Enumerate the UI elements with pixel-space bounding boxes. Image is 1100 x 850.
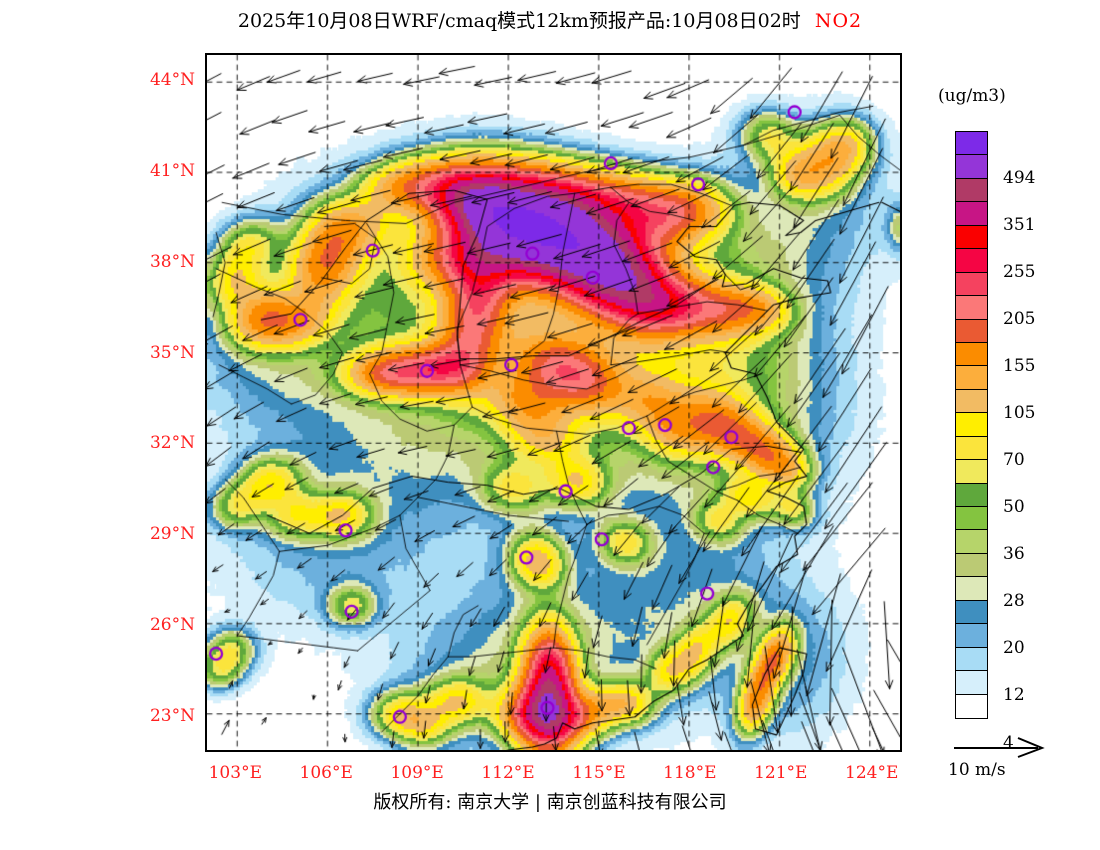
x-axis-tick-label: 121°E	[754, 763, 808, 783]
colorbar-block	[956, 694, 987, 718]
colorbar-block	[956, 460, 987, 484]
colorbar-tick-label: 20	[1003, 638, 1025, 659]
colorbar-block	[956, 389, 987, 414]
colorbar-block	[956, 507, 987, 531]
copyright-footer: 版权所有: 南京大学 | 南京创蓝科技有限公司	[373, 792, 727, 813]
x-axis-tick-mark	[783, 750, 785, 752]
colorbar[interactable]	[955, 131, 988, 719]
x-axis-tick-label: 112°E	[481, 763, 535, 783]
colorbar-tick-label: 50	[1003, 497, 1025, 518]
colorbar-block	[956, 647, 987, 672]
colorbar-block	[956, 436, 987, 461]
colorbar-tick-label: 105	[1003, 403, 1036, 424]
x-axis-tick-label: 124°E	[845, 763, 899, 783]
y-axis-tick-label: 41°N	[149, 161, 195, 181]
x-axis-tick-mark	[601, 750, 603, 752]
y-axis-tick-label: 26°N	[149, 614, 195, 635]
colorbar-tick-label: 255	[1003, 262, 1036, 283]
colorbar-block	[956, 132, 987, 156]
x-axis-tick-mark	[419, 750, 421, 752]
page-title: 2025年10月08日WRF/cmaq模式12km预报产品:10月08日02时 N…	[0, 6, 1100, 33]
x-axis-tick-label: 109°E	[390, 763, 444, 783]
colorbar-block	[956, 366, 987, 390]
x-axis-tick-label: 106°E	[299, 763, 353, 783]
wind-scale-label: 10 m/s	[948, 760, 1006, 780]
x-axis-tick-mark	[237, 750, 239, 752]
y-axis-tick-mark	[205, 173, 207, 175]
colorbar-block	[956, 225, 987, 250]
y-axis-tick-mark	[205, 536, 207, 538]
y-axis-tick-label: 38°N	[149, 251, 195, 272]
colorbar-block	[956, 671, 987, 695]
x-axis-tick-label: 103°E	[208, 763, 262, 783]
y-axis-tick-mark	[205, 82, 207, 84]
colorbar-tick-label: 12	[1003, 685, 1025, 706]
colorbar-block	[956, 319, 987, 343]
colorbar-tick-label: 28	[1003, 591, 1025, 612]
colorbar-tick-label: 4	[1003, 732, 1014, 753]
colorbar-block	[956, 553, 987, 578]
colorbar-block	[956, 296, 987, 320]
y-axis-tick-label: 23°N	[149, 705, 195, 726]
map-plot-area[interactable]	[205, 53, 902, 752]
colorbar-tick-label: 494	[1003, 168, 1036, 189]
y-axis-tick-mark	[205, 445, 207, 447]
colorbar-block	[956, 178, 987, 203]
colorbar-block	[956, 413, 987, 437]
x-axis-tick-mark	[692, 750, 694, 752]
x-axis-tick-label: 115°E	[572, 763, 626, 783]
colorbar-block	[956, 483, 987, 507]
y-axis-tick-label: 32°N	[149, 433, 195, 454]
colorbar-block	[956, 272, 987, 297]
colorbar-block	[956, 155, 987, 179]
colorbar-block	[956, 202, 987, 226]
colorbar-tick-label: 205	[1003, 309, 1036, 330]
y-axis-tick-mark	[205, 718, 207, 720]
x-axis-tick-mark	[510, 750, 512, 752]
colorbar-unit-label: (ug/m3)	[938, 86, 1006, 106]
colorbar-block	[956, 342, 987, 367]
colorbar-tick-label: 70	[1003, 450, 1025, 471]
y-axis-tick-mark	[205, 627, 207, 629]
y-axis-tick-label: 44°N	[149, 70, 195, 91]
y-axis-tick-mark	[205, 355, 207, 357]
title-species-label: NO2	[814, 10, 863, 32]
colorbar-tick-label: 36	[1003, 544, 1025, 565]
colorbar-block	[956, 249, 987, 273]
colorbar-block	[956, 577, 987, 601]
title-main-text: 2025年10月08日WRF/cmaq模式12km预报产品:10月08日02时	[237, 10, 801, 32]
colorbar-tick-label: 155	[1003, 356, 1036, 377]
x-axis-tick-mark	[328, 750, 330, 752]
colorbar-block	[956, 530, 987, 554]
x-axis-tick-mark	[874, 750, 876, 752]
colorbar-tick-label: 351	[1003, 215, 1036, 236]
y-axis-tick-mark	[205, 264, 207, 266]
x-axis-tick-label: 118°E	[663, 763, 717, 783]
colorbar-block	[956, 624, 987, 648]
colorbar-block	[956, 600, 987, 625]
y-axis-tick-label: 29°N	[149, 524, 195, 545]
map-concentration-canvas	[207, 55, 900, 750]
y-axis-tick-label: 35°N	[149, 342, 195, 363]
wind-scale-arrow-icon	[952, 737, 1072, 759]
